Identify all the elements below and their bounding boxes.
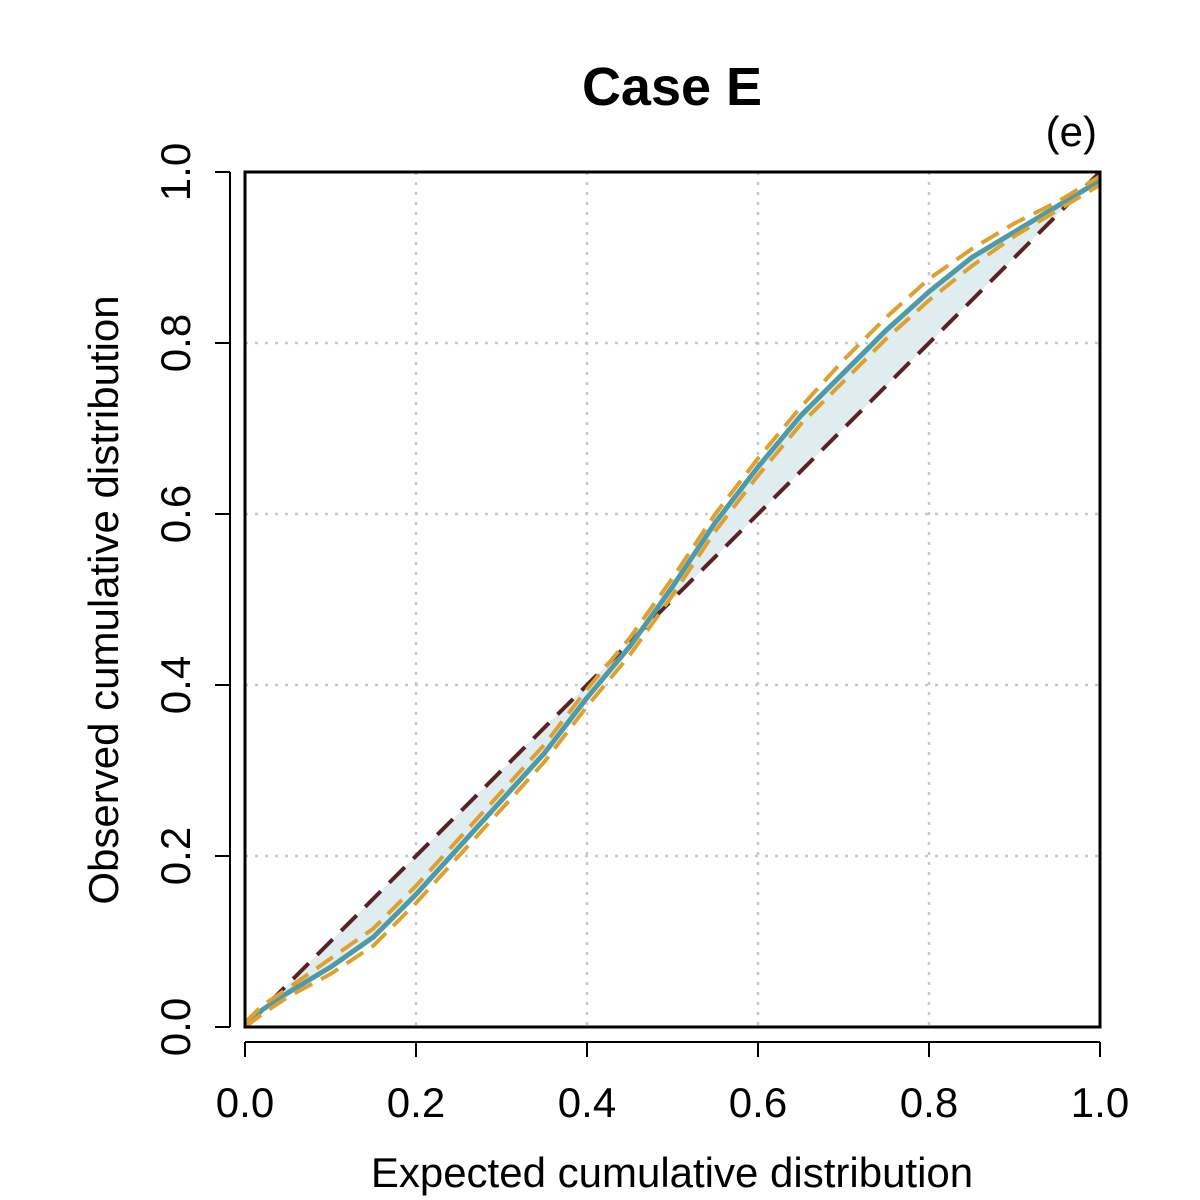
bound-line-upper (243, 174, 1102, 1025)
y-tick-label-1: 0.2 (152, 827, 199, 885)
y-tick-label-4: 0.8 (152, 314, 199, 372)
plot-frame (243, 170, 1102, 1029)
band-area (245, 172, 1100, 1027)
y-tick-label-5: 1.0 (152, 143, 199, 201)
x-tick-label-2: 0.4 (558, 1079, 616, 1126)
bound-line-lower (243, 183, 1102, 1029)
reference-diagonal-line (243, 170, 1102, 1029)
observed-line (243, 178, 1102, 1029)
x-axis: 0.0 0.2 0.4 0.6 0.8 1.0 (216, 1041, 1129, 1126)
x-tick-label-1: 0.2 (387, 1079, 445, 1126)
y-tick-label-2: 0.4 (152, 656, 199, 714)
x-axis-label: Expected cumulative distribution (371, 1149, 973, 1196)
x-tick-label-4: 0.8 (900, 1079, 958, 1126)
y-axis-label: Observed cumulative distribution (80, 295, 127, 904)
y-axis: 0.0 0.2 0.4 0.6 0.8 1.0 (152, 143, 231, 1056)
confidence-band (245, 172, 1100, 1027)
panel-label: (e) (1046, 108, 1097, 155)
y-tick-label-3: 0.6 (152, 485, 199, 543)
x-tick-label-0: 0.0 (216, 1079, 274, 1126)
series-lines (243, 170, 1102, 1029)
chart-title: Case E (582, 57, 762, 117)
x-tick-label-3: 0.6 (729, 1079, 787, 1126)
y-tick-label-0: 0.0 (152, 998, 199, 1056)
x-tick-label-5: 1.0 (1071, 1079, 1129, 1126)
